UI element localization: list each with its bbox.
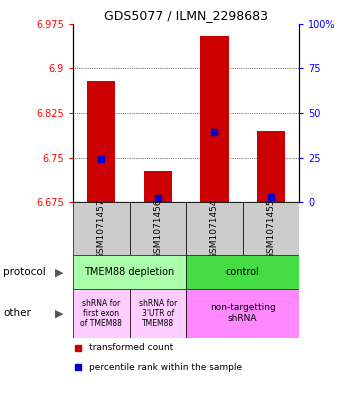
Title: GDS5077 / ILMN_2298683: GDS5077 / ILMN_2298683: [104, 9, 268, 22]
Text: ▶: ▶: [55, 267, 64, 277]
Bar: [73, 255, 186, 289]
Text: GSM1071455: GSM1071455: [267, 198, 275, 259]
Bar: [130, 202, 186, 255]
Bar: [73, 202, 130, 255]
Bar: [186, 255, 299, 289]
Bar: [200, 35, 228, 202]
Text: transformed count: transformed count: [89, 343, 173, 352]
Text: GSM1071454: GSM1071454: [210, 199, 219, 259]
Bar: [87, 81, 116, 202]
Bar: [144, 171, 172, 202]
Bar: [243, 202, 299, 255]
Text: control: control: [226, 267, 259, 277]
Bar: [257, 131, 285, 202]
Bar: [73, 289, 130, 338]
Bar: [186, 202, 243, 255]
Bar: [186, 289, 299, 338]
Text: ▶: ▶: [55, 309, 64, 318]
Text: GSM1071457: GSM1071457: [97, 198, 106, 259]
Text: protocol: protocol: [3, 267, 46, 277]
Text: TMEM88 depletion: TMEM88 depletion: [85, 267, 175, 277]
Text: shRNA for
first exon
of TMEM88: shRNA for first exon of TMEM88: [81, 299, 122, 328]
Text: GSM1071456: GSM1071456: [153, 198, 163, 259]
Text: non-targetting
shRNA: non-targetting shRNA: [210, 303, 275, 323]
Text: other: other: [3, 309, 31, 318]
Text: shRNA for
3'UTR of
TMEM88: shRNA for 3'UTR of TMEM88: [139, 299, 177, 328]
Bar: [130, 289, 186, 338]
Text: percentile rank within the sample: percentile rank within the sample: [89, 363, 242, 372]
